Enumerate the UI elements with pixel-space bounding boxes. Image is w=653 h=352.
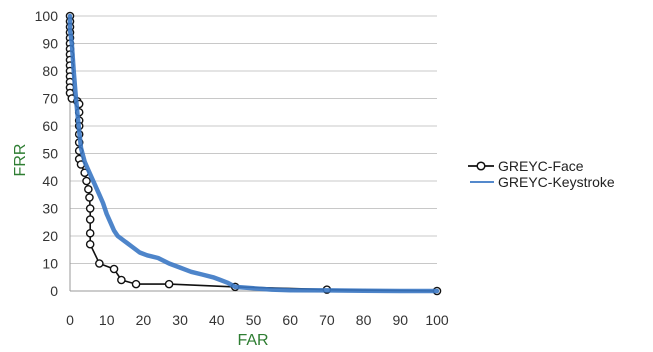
data-point xyxy=(82,176,91,186)
legend-label: GREYC-Keystroke xyxy=(498,174,615,190)
y-tick-label: 60 xyxy=(42,118,58,134)
data-point xyxy=(85,215,95,224)
data-point xyxy=(85,193,94,202)
y-tick-label: 30 xyxy=(42,201,58,217)
y-tick-label: 0 xyxy=(50,283,58,299)
grid xyxy=(70,15,437,292)
y-tick-label: 20 xyxy=(42,228,58,244)
y-tick-label: 80 xyxy=(42,63,58,79)
data-point xyxy=(85,239,95,249)
series-line xyxy=(67,13,440,294)
series-greyc-keystroke xyxy=(67,13,440,294)
data-point xyxy=(109,264,119,274)
y-tick-label: 90 xyxy=(42,36,58,52)
legend-item-greyc-keystroke: GREYC-Keystroke xyxy=(470,174,615,190)
legend-label: GREYC-Face xyxy=(498,158,584,174)
data-point xyxy=(95,259,104,268)
y-tick-label: 10 xyxy=(42,256,58,272)
data-point xyxy=(84,184,93,194)
plot-series xyxy=(65,11,442,296)
x-tick-label: 10 xyxy=(99,312,115,328)
x-axis-title: FAR xyxy=(237,332,268,349)
x-tick-label: 90 xyxy=(393,312,409,328)
x-tick-label: 100 xyxy=(425,312,449,328)
x-tick-label: 30 xyxy=(172,312,188,328)
x-tick-label: 20 xyxy=(136,312,152,328)
y-tick-label: 70 xyxy=(42,91,58,107)
y-tick-label: 50 xyxy=(42,146,58,162)
data-point xyxy=(85,204,95,213)
data-point xyxy=(117,275,126,285)
axes: 0 10 20 30 40 50 60 70 80 90 100 0 10 20 30 40 50 60 70 80 9… xyxy=(35,8,449,328)
y-tick-label: 100 xyxy=(35,8,59,24)
y-axis-title: FRR xyxy=(12,144,29,177)
legend-marker xyxy=(476,161,486,171)
data-point xyxy=(85,228,95,238)
x-tick-label: 70 xyxy=(319,312,335,328)
x-tick-label: 40 xyxy=(209,312,225,328)
data-point xyxy=(164,279,174,289)
x-tick-label: 0 xyxy=(66,312,74,328)
legend-item-greyc-face: GREYC-Face xyxy=(468,158,584,174)
x-tick-label: 60 xyxy=(282,312,298,328)
y-tick-label: 40 xyxy=(42,173,58,189)
data-point xyxy=(131,279,141,289)
x-tick-label: 80 xyxy=(356,312,372,328)
x-tick-label: 50 xyxy=(246,312,262,328)
